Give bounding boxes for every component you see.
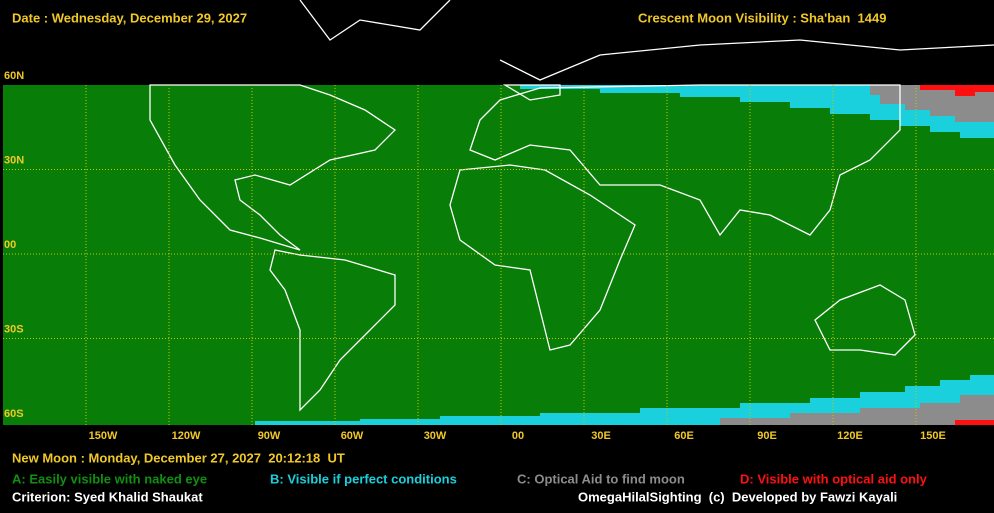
lat-label: 00 [4,239,16,251]
zone-c-south [720,395,994,425]
coastline [502,84,561,101]
lat-label: 60S [4,408,24,420]
coastline [814,284,916,356]
coastline [449,164,636,351]
lon-label: 60E [674,430,694,442]
zone-b-north [520,85,994,138]
new-moon-text: New Moon : Monday, December 27, 2027 20:… [12,450,345,465]
lon-label: 150W [89,430,118,442]
zone-b-south [255,375,994,425]
coastline [299,0,451,41]
zone-d-south [955,420,994,425]
criterion-text: Criterion: Syed Khalid Shaukat [12,489,203,504]
lat-label: 30N [4,154,24,166]
lon-label: 90W [258,430,281,442]
coastlines [149,0,994,412]
credit-text: OmegaHilalSighting (c) Developed by Fawz… [578,489,897,504]
lon-label: 150E [920,430,946,442]
lat-label: 30S [4,323,24,335]
lon-label: 30E [591,430,611,442]
lon-label: 00 [512,430,524,442]
coastline [469,84,901,237]
lon-label: 90E [757,430,777,442]
legend-c: C: Optical Aid to find moon [517,471,685,486]
legend-d: D: Visible with optical aid only [740,471,928,486]
lon-label: 60W [341,430,364,442]
coastline [499,39,994,81]
lon-label: 30W [424,430,447,442]
title-text: Crescent Moon Visibility : Sha'ban 1449 [638,10,886,25]
zone-d-north [920,85,994,96]
lon-label: 120W [172,430,201,442]
zone-a [3,85,994,425]
date-text: Date : Wednesday, December 29, 2027 [12,10,247,25]
coastline [269,249,396,412]
coastline [149,84,397,251]
legend-a: A: Easily visible with naked eye [12,471,207,486]
lon-label: 120E [837,430,863,442]
lat-label: 60N [4,70,24,82]
legend-b: B: Visible if perfect conditions [270,471,457,486]
